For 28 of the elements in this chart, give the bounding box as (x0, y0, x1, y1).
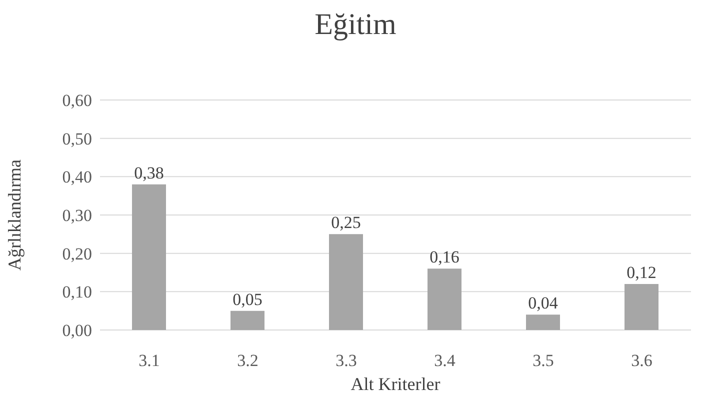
bar (428, 268, 462, 330)
bar (526, 314, 560, 330)
y-tick-label: 0,40 (62, 168, 92, 187)
x-tick-label: 3.5 (532, 351, 554, 370)
y-tick-label: 0,60 (62, 91, 92, 110)
x-axis-title: Alt Kriterler (350, 374, 440, 394)
x-tick-label: 3.1 (138, 351, 160, 370)
data-label: 0,16 (430, 248, 460, 267)
y-tick-label: 0,30 (62, 206, 92, 226)
data-label: 0,05 (232, 290, 262, 309)
x-tick-label: 3.3 (336, 351, 357, 370)
data-label: 0,25 (331, 213, 361, 232)
chart-title: Eğitim (314, 8, 398, 42)
bar (329, 234, 363, 330)
data-label: 0,04 (528, 294, 558, 313)
y-tick-label: 0,10 (62, 282, 92, 302)
bar (624, 284, 658, 330)
bar (230, 310, 264, 330)
y-tick-label: 0,50 (62, 129, 92, 148)
x-tick-label: 3.2 (237, 351, 258, 370)
y-tick-label: 0,20 (62, 244, 92, 264)
x-tick-label: 3.4 (434, 351, 456, 370)
data-label: 0,12 (626, 263, 656, 282)
x-tick-label: 3.6 (631, 351, 652, 370)
bar (132, 184, 166, 330)
y-tick-label: 0,00 (62, 321, 92, 340)
y-axis-title: Ağrlıklandırma (4, 160, 24, 270)
data-label: 0,38 (134, 163, 164, 182)
